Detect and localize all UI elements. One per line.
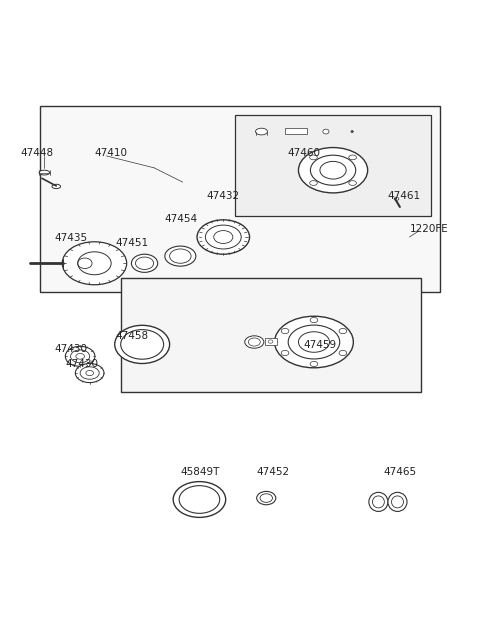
Polygon shape	[39, 106, 441, 292]
Ellipse shape	[388, 493, 407, 511]
Polygon shape	[235, 115, 431, 216]
Text: 47452: 47452	[257, 467, 290, 477]
Ellipse shape	[351, 131, 353, 132]
Ellipse shape	[369, 493, 388, 511]
Ellipse shape	[281, 328, 289, 333]
Ellipse shape	[310, 361, 318, 366]
Ellipse shape	[173, 481, 226, 518]
Ellipse shape	[255, 128, 267, 135]
Ellipse shape	[78, 252, 111, 275]
Ellipse shape	[165, 246, 196, 266]
Text: 47432: 47432	[206, 190, 240, 200]
Ellipse shape	[75, 363, 104, 383]
Text: 47461: 47461	[387, 190, 420, 200]
Text: 47459: 47459	[303, 340, 336, 350]
Ellipse shape	[394, 197, 399, 200]
Text: 47435: 47435	[55, 233, 88, 243]
Ellipse shape	[339, 350, 347, 356]
Ellipse shape	[281, 350, 289, 356]
Text: 47454: 47454	[165, 215, 198, 225]
Bar	[285, 128, 307, 134]
Ellipse shape	[310, 180, 317, 185]
Ellipse shape	[299, 147, 368, 193]
Text: 47430: 47430	[66, 360, 99, 369]
Ellipse shape	[311, 155, 356, 185]
Text: 47451: 47451	[115, 238, 148, 248]
Ellipse shape	[132, 254, 157, 272]
Ellipse shape	[65, 346, 95, 366]
Ellipse shape	[349, 155, 357, 160]
Ellipse shape	[80, 367, 99, 379]
Ellipse shape	[197, 220, 250, 254]
Text: 47465: 47465	[383, 467, 416, 477]
Ellipse shape	[275, 316, 353, 368]
Ellipse shape	[115, 325, 169, 363]
Text: 45849T: 45849T	[180, 467, 220, 477]
Text: 47410: 47410	[95, 147, 128, 157]
Ellipse shape	[349, 180, 357, 185]
Polygon shape	[120, 277, 421, 392]
Ellipse shape	[268, 340, 273, 343]
Ellipse shape	[288, 325, 340, 359]
Text: 47460: 47460	[288, 147, 321, 157]
Ellipse shape	[39, 170, 49, 175]
Bar	[265, 338, 277, 345]
Ellipse shape	[323, 129, 329, 134]
Ellipse shape	[71, 350, 90, 363]
Ellipse shape	[62, 242, 127, 285]
Ellipse shape	[310, 155, 317, 160]
Ellipse shape	[310, 317, 318, 323]
Ellipse shape	[245, 336, 264, 348]
Text: 47458: 47458	[115, 331, 148, 341]
Ellipse shape	[52, 184, 60, 188]
Ellipse shape	[257, 491, 276, 504]
Text: 47448: 47448	[21, 147, 54, 157]
Text: 1220FE: 1220FE	[409, 224, 448, 234]
Ellipse shape	[339, 328, 347, 333]
Text: 47430: 47430	[55, 344, 88, 354]
